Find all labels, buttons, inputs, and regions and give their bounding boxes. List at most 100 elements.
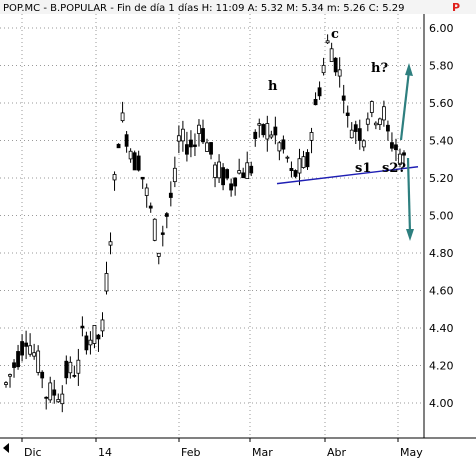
- candle-body: [148, 205, 153, 209]
- candle: [20, 334, 24, 362]
- candle: [24, 330, 29, 360]
- y-tick-label: 4.00: [429, 397, 454, 410]
- candle: [381, 100, 386, 127]
- candle-body: [257, 123, 262, 126]
- candle-body: [285, 156, 290, 159]
- candle: [48, 376, 53, 403]
- candle: [386, 120, 390, 141]
- chart-header-title: POP.MC - B.POPULAR - Fin de día 1 días H…: [3, 2, 404, 14]
- candle-body: [233, 177, 238, 187]
- candle-body: [60, 393, 65, 405]
- candle: [108, 232, 113, 255]
- candle-body: [245, 162, 250, 179]
- candle-body: [390, 142, 394, 149]
- candle-body: [128, 150, 133, 160]
- candle: [100, 312, 105, 338]
- candle: [241, 167, 246, 179]
- candle: [128, 148, 133, 163]
- candle: [16, 344, 20, 370]
- candle: [337, 57, 342, 88]
- candle-body: [100, 319, 105, 332]
- candle: [136, 150, 141, 172]
- candle: [333, 57, 338, 76]
- candle-body: [4, 382, 8, 385]
- scroll-left-icon[interactable]: [3, 443, 9, 453]
- candle: [273, 116, 278, 145]
- y-tick-label: 4.60: [429, 285, 454, 298]
- candle-body: [265, 123, 270, 140]
- grid-lines: [0, 14, 424, 438]
- candle: [285, 155, 290, 163]
- x-tick-label: Abr: [327, 446, 347, 459]
- candle: [229, 178, 234, 197]
- candle: [361, 139, 366, 152]
- annotation-h: h: [268, 79, 278, 94]
- candle: [76, 348, 81, 386]
- candle-body: [16, 351, 20, 368]
- candle-body: [229, 183, 234, 191]
- candle: [261, 123, 266, 138]
- candle: [88, 331, 93, 355]
- candle-body: [180, 128, 185, 142]
- candle: [257, 118, 262, 138]
- candle-body: [377, 118, 382, 125]
- candle: [357, 119, 362, 150]
- candle: [369, 100, 374, 118]
- arrow-down: [406, 157, 414, 241]
- candle: [164, 212, 169, 229]
- candle-body: [28, 345, 33, 355]
- candle-body: [160, 232, 165, 235]
- annotation-h-question: h?: [371, 61, 388, 76]
- candle-body: [209, 142, 213, 155]
- candle-body: [112, 174, 117, 181]
- y-tick-label: 5.80: [429, 60, 454, 73]
- candle: [365, 112, 370, 132]
- candle: [245, 151, 250, 179]
- candle-body: [140, 176, 145, 180]
- candle-body: [289, 168, 294, 171]
- candle: [217, 154, 221, 184]
- candle-body: [301, 156, 306, 168]
- candle-body: [357, 128, 362, 141]
- candle-body: [32, 352, 37, 357]
- candle-body: [333, 57, 338, 73]
- candle-body: [309, 132, 314, 141]
- candle: [402, 150, 406, 165]
- candle: [233, 177, 238, 196]
- candle: [341, 84, 346, 114]
- candle: [265, 115, 270, 152]
- candle-body: [341, 95, 346, 101]
- candle: [313, 92, 318, 106]
- candle: [390, 132, 394, 152]
- candle-body: [402, 152, 406, 156]
- candle: [225, 168, 230, 181]
- candle: [221, 163, 225, 191]
- candle-body: [172, 167, 177, 183]
- y-tick-label: 5.60: [429, 97, 454, 110]
- candle: [289, 161, 294, 178]
- candle-body: [64, 360, 69, 379]
- candle-body: [152, 218, 157, 241]
- candle: [104, 261, 109, 295]
- candle: [12, 359, 16, 378]
- candle: [398, 148, 402, 168]
- candle-body: [84, 335, 89, 351]
- annotation-s2-question: s2?: [382, 161, 406, 176]
- candle-body: [44, 396, 49, 399]
- candle-body: [168, 192, 173, 198]
- candle: [394, 138, 398, 162]
- candle: [112, 171, 117, 191]
- candle: [116, 143, 121, 149]
- candle-body: [201, 128, 205, 143]
- candle: [309, 127, 314, 154]
- candle: [213, 161, 217, 188]
- candle-body: [185, 144, 189, 155]
- candle: [68, 356, 73, 379]
- candle: [52, 379, 57, 404]
- annotation-c: c: [331, 27, 339, 42]
- candle: [160, 225, 165, 247]
- candle: [377, 117, 382, 131]
- candle-body: [365, 118, 370, 125]
- candle-body: [88, 339, 93, 346]
- candle: [269, 130, 274, 140]
